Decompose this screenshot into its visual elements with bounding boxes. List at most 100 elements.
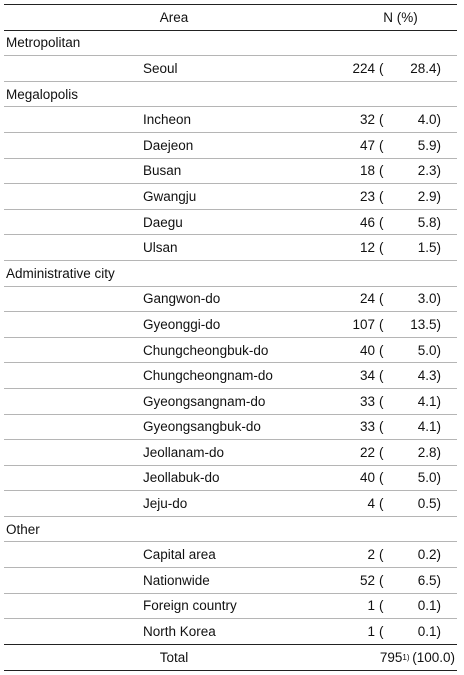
total-row: Total 795 1) (100.0) <box>4 645 457 671</box>
percent-value: 0.1) <box>417 598 441 614</box>
percent-value: 4.1) <box>417 393 441 409</box>
table-row: Daejeon 47(5.9) <box>4 133 457 159</box>
header-n-percent: N (%) <box>383 9 418 25</box>
area-label: Gyeongsangnam-do <box>143 393 266 409</box>
table-row: Jeollanam-do 22(2.8) <box>4 440 457 466</box>
group-row: Metropolitan <box>4 31 457 57</box>
paren-open: ( <box>379 342 384 358</box>
area-label: Busan <box>143 163 182 179</box>
area-label: Ulsan <box>143 240 178 256</box>
area-label: Chungcheongbuk-do <box>143 342 269 358</box>
count-value: 40 <box>359 470 375 486</box>
percent-value: 5.0) <box>417 470 441 486</box>
count-value: 18 <box>359 163 375 179</box>
percent-value: 0.2) <box>417 547 441 563</box>
percent-value: 13.5) <box>410 316 441 332</box>
paren-open: ( <box>379 163 384 179</box>
header-area: Area <box>159 9 189 25</box>
paren-open: ( <box>379 214 384 230</box>
group-row: Megalopolis <box>4 82 457 108</box>
percent-value: 4.3) <box>417 368 441 384</box>
paren-open: ( <box>379 470 384 486</box>
table-header-row: Area N (%) <box>4 5 457 31</box>
paren-open: ( <box>379 316 384 332</box>
group-label: Metropolitan <box>6 35 81 51</box>
paren-open: ( <box>379 624 384 640</box>
total-value: 795 1) (100.0) <box>379 650 455 666</box>
percent-value: 0.1) <box>417 624 441 640</box>
count-value: 12 <box>359 240 375 256</box>
count-value: 107 <box>352 316 375 332</box>
area-label: Daejeon <box>143 137 194 153</box>
table-row: North Korea 1(0.1) <box>4 619 457 645</box>
area-label: Gangwon-do <box>143 291 221 307</box>
table-row: Capital area 2(0.2) <box>4 542 457 569</box>
group-row: Other <box>4 517 457 543</box>
paren-open: ( <box>379 496 384 512</box>
table-row: Ulsan 12(1.5) <box>4 235 457 261</box>
total-percent: (100.0) <box>412 650 455 666</box>
paren-open: ( <box>379 188 384 204</box>
table-row: Gwangju 23(2.9) <box>4 184 457 210</box>
percent-value: 5.8) <box>417 214 441 230</box>
percent-value: 2.3) <box>417 163 441 179</box>
area-label: Jeollanam-do <box>143 444 225 460</box>
percent-value: 28.4) <box>410 60 441 76</box>
percent-value: 2.9) <box>417 188 441 204</box>
count-value: 23 <box>359 188 375 204</box>
paren-open: ( <box>379 291 384 307</box>
area-label: North Korea <box>143 624 216 640</box>
count-value: 1 <box>367 624 375 640</box>
paren-open: ( <box>379 112 384 128</box>
table-row: Incheon 32(4.0) <box>4 107 457 133</box>
area-label: Daegu <box>143 214 183 230</box>
count-value: 47 <box>359 137 375 153</box>
count-value: 32 <box>359 112 375 128</box>
frequency-table: Area N (%) Metropolitan Seoul 224(28.4) Meg… <box>4 4 457 672</box>
percent-value: 4.0) <box>417 112 441 128</box>
count-value: 1 <box>367 598 375 614</box>
group-row: Administrative city <box>4 261 457 287</box>
area-label: Jeollabuk-do <box>143 470 220 486</box>
table-row: Gyeongsangnam-do 33(4.1) <box>4 389 457 415</box>
paren-open: ( <box>379 60 384 76</box>
area-label: Seoul <box>143 60 178 76</box>
count-value: 33 <box>359 419 375 435</box>
table-row: Seoul 224(28.4) <box>4 56 457 82</box>
table-row: Busan 18(2.3) <box>4 159 457 185</box>
area-label: Nationwide <box>143 572 210 588</box>
table-row: Jeju-do 4(0.5) <box>4 491 457 517</box>
count-value: 34 <box>359 368 375 384</box>
count-value: 52 <box>359 572 375 588</box>
area-label: Gyeongsangbuk-do <box>143 419 261 435</box>
table-row: Nationwide 52(6.5) <box>4 568 457 594</box>
percent-value: 5.9) <box>417 137 441 153</box>
count-value: 22 <box>359 444 375 460</box>
count-value: 33 <box>359 393 375 409</box>
count-value: 4 <box>367 496 375 512</box>
area-label: Jeju-do <box>143 496 188 512</box>
percent-value: 3.0) <box>417 291 441 307</box>
paren-open: ( <box>379 419 384 435</box>
total-n: 795 <box>379 650 403 666</box>
area-label: Gwangju <box>143 188 197 204</box>
count-value: 2 <box>367 547 375 563</box>
table-row: Gyeongsangbuk-do 33(4.1) <box>4 415 457 441</box>
area-label: Chungcheongnam-do <box>143 368 273 384</box>
group-label: Other <box>6 521 40 537</box>
table-row: Gyeonggi-do 107(13.5) <box>4 312 457 338</box>
paren-open: ( <box>379 137 384 153</box>
table-row: Chungcheongbuk-do 40(5.0) <box>4 338 457 364</box>
table-row: Daegu 46(5.8) <box>4 210 457 236</box>
count-value: 224 <box>352 60 375 76</box>
paren-open: ( <box>379 547 384 563</box>
area-label: Incheon <box>143 112 192 128</box>
group-label: Administrative city <box>6 265 115 281</box>
paren-open: ( <box>379 572 384 588</box>
percent-value: 4.1) <box>417 419 441 435</box>
percent-value: 2.8) <box>417 444 441 460</box>
paren-open: ( <box>379 444 384 460</box>
count-value: 24 <box>359 291 375 307</box>
table-row: Jeollabuk-do 40(5.0) <box>4 466 457 492</box>
area-label: Gyeonggi-do <box>143 316 221 332</box>
